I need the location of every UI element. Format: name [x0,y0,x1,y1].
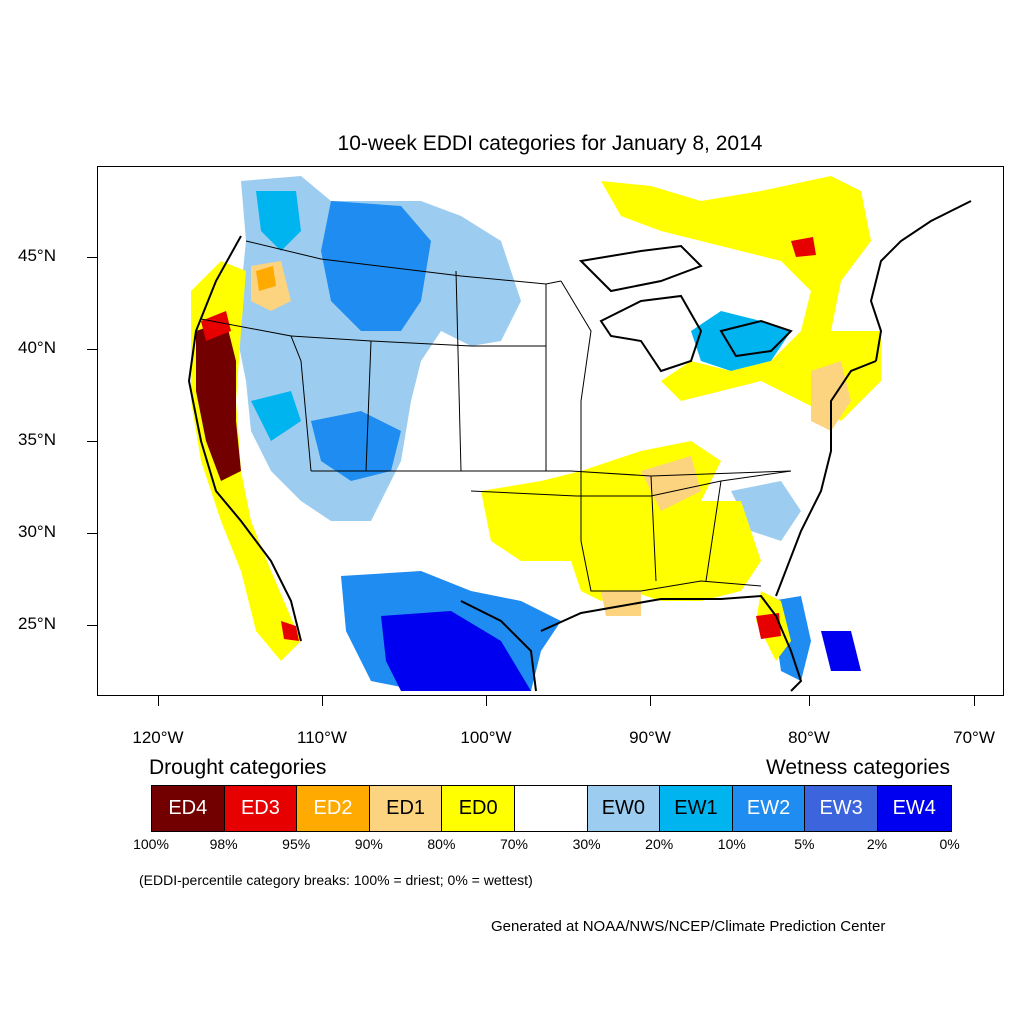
legend-swatch: ED3 [224,786,298,831]
lat-tick [87,349,97,350]
percentile-label: 5% [794,836,815,852]
wetness-categories-heading: Wetness categories [765,756,950,779]
category-legend: ED4 ED3 ED2 ED1 ED0 EW0 EW1 EW2 EW3 EW4 [151,785,952,832]
lat-tick [87,257,97,258]
legend-swatch: ED2 [297,786,370,831]
lat-label: 30°N [18,522,56,541]
lon-tick [322,696,323,706]
lat-tick [87,441,97,442]
legend-swatch: EW0 [587,786,661,831]
map-frame [97,166,1004,696]
map-title: 10-week EDDI categories for January 8, 2… [337,132,763,155]
category-note: (EDDI-percentile category breaks: 100% =… [139,872,533,888]
legend-swatch: EW3 [805,786,878,831]
lon-label: 120°W [132,728,184,747]
lon-label: 100°W [460,728,512,747]
legend-swatch: EW4 [877,786,951,831]
legend-swatch: ED4 [152,786,225,831]
lon-tick [809,696,810,706]
lon-tick [974,696,975,706]
lat-label: 35°N [18,430,56,449]
legend-swatch: EW1 [660,786,733,831]
percentile-label: 95% [282,836,311,852]
extreme-drought-areas [196,237,816,641]
percentile-label: 30% [572,836,601,852]
legend-swatch: ED1 [369,786,443,831]
percentile-label: 0% [939,836,960,852]
percentile-label: 20% [645,836,674,852]
drought-categories-heading: Drought categories [149,756,327,779]
lat-tick [87,625,97,626]
percentile-label: 70% [499,836,529,852]
percentile-label: 90% [354,836,383,852]
lon-tick [158,696,159,706]
lon-tick [486,696,487,706]
lat-label: 25°N [18,614,56,633]
legend-swatch [514,786,588,831]
lat-label: 40°N [18,338,56,357]
lon-label: 90°W [629,728,671,747]
eddi-map [187,176,972,692]
percentile-label: 10% [717,836,746,852]
state-boundaries [200,240,792,592]
percentile-label: 2% [866,836,888,852]
lon-label: 80°W [788,728,830,747]
percentile-label: 98% [209,836,238,852]
lat-tick [87,533,97,534]
lon-label: 70°W [953,728,995,747]
percentile-label: 80% [427,836,456,852]
credit-line: Generated at NOAA/NWS/NCEP/Climate Predi… [491,918,886,935]
lon-tick [650,696,651,706]
legend-swatch: EW2 [732,786,806,831]
legend-swatch: ED0 [442,786,515,831]
lat-label: 45°N [18,246,56,265]
lon-label: 110°W [297,728,347,747]
percentile-label: 100% [133,836,169,852]
coastline [187,200,972,692]
